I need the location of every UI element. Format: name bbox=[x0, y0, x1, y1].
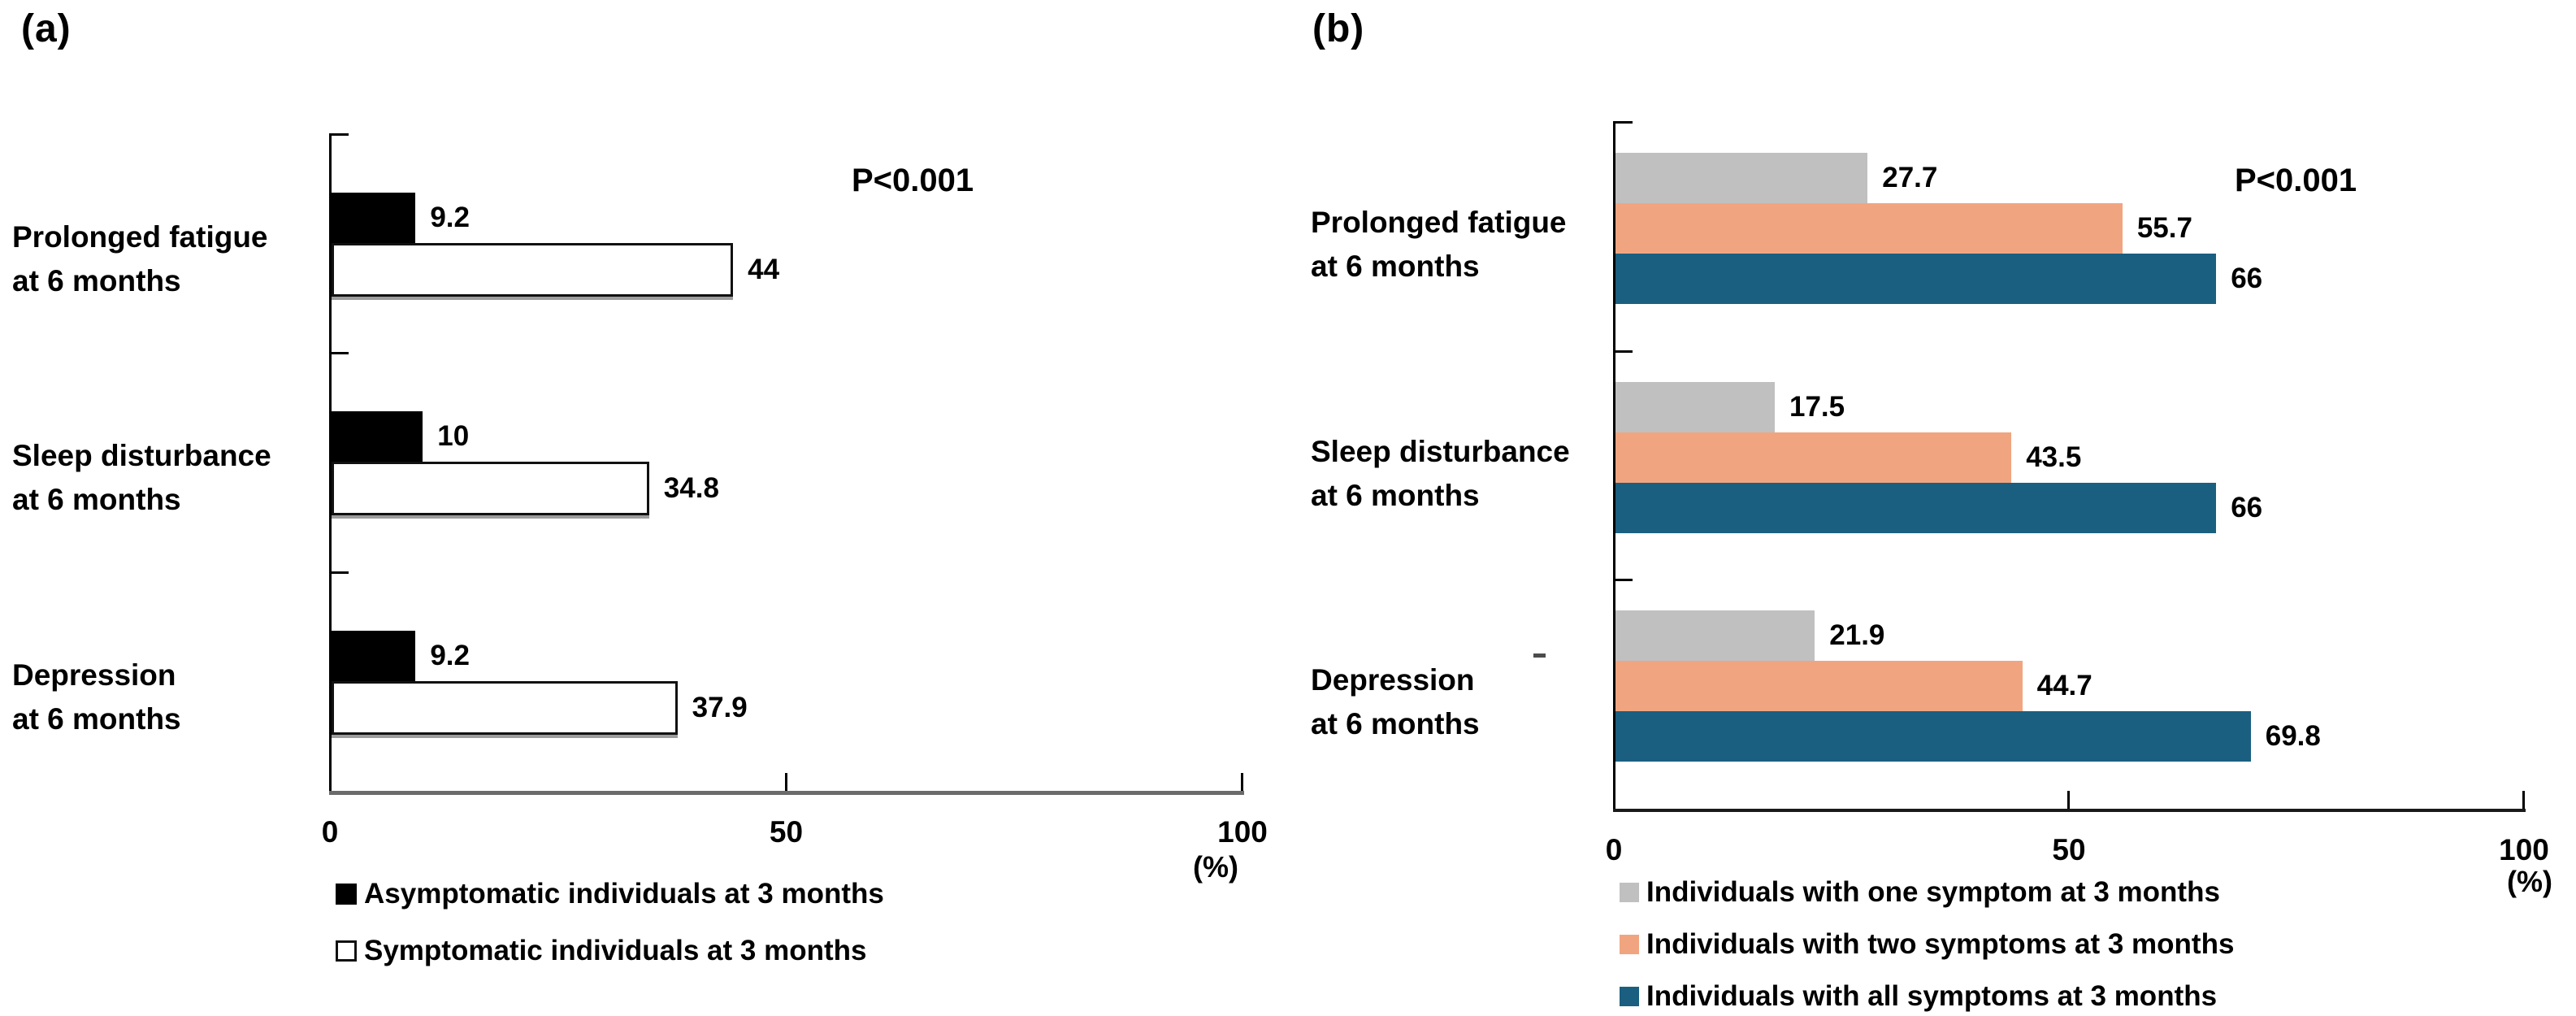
category-label: Depression bbox=[1311, 663, 1475, 697]
bar-44.7 bbox=[1615, 661, 2023, 712]
x-tick-label: 50 bbox=[769, 815, 804, 849]
bar-value-label: 9.2 bbox=[430, 639, 470, 671]
bar-value-label: 44 bbox=[748, 254, 780, 285]
category-label: Prolonged fatigue bbox=[1311, 206, 1567, 239]
legend-item: Individuals with one symptom at 3 months bbox=[1620, 876, 2220, 909]
bar-value-label: 69.8 bbox=[2265, 720, 2321, 753]
bar-value-label: 27.7 bbox=[1882, 162, 1938, 193]
panel-b-legend: Individuals with one symptom at 3 months… bbox=[1288, 0, 2576, 1016]
category-axis-tick bbox=[1613, 121, 1633, 124]
bar-66 bbox=[1615, 254, 2217, 304]
x-tick-label: 100 bbox=[2499, 833, 2549, 866]
panel-b-tag: (b) bbox=[1312, 7, 1365, 50]
bar-9.2 bbox=[332, 630, 416, 681]
bar-10 bbox=[332, 411, 423, 462]
category-label: Prolonged fatigue bbox=[12, 220, 268, 254]
x-tick-label: 50 bbox=[2052, 833, 2086, 866]
x-tick-label: 100 bbox=[1217, 815, 1268, 849]
bar-17.5 bbox=[1615, 381, 1775, 432]
bar-43.5 bbox=[1615, 432, 2012, 483]
category-label: at 6 months bbox=[1311, 250, 1480, 283]
category-label: Sleep disturbance bbox=[1311, 434, 1570, 468]
bar-value-label: 37.9 bbox=[692, 691, 748, 723]
bar-37.9 bbox=[332, 680, 678, 735]
legend-marker bbox=[1620, 987, 1639, 1006]
legend-marker bbox=[1620, 883, 1639, 902]
legend-marker bbox=[336, 940, 357, 962]
category-label: at 6 months bbox=[12, 483, 181, 517]
value-axis-tick bbox=[2067, 791, 2070, 809]
category-label: at 6 months bbox=[1311, 478, 1480, 512]
bar-value-label: 34.8 bbox=[663, 472, 719, 505]
legend-item: Symptomatic individuals at 3 months bbox=[336, 935, 866, 967]
bar-66 bbox=[1615, 482, 2217, 533]
legend-item: Individuals with all symptoms at 3 month… bbox=[1620, 980, 2217, 1013]
bar-55.7 bbox=[1615, 203, 2123, 254]
panel-a-pvalue: P<0.001 bbox=[852, 163, 974, 198]
category-label: Sleep disturbance bbox=[12, 439, 271, 473]
panel-b-percent-label: (%) bbox=[2507, 865, 2552, 898]
x-tick-label: 0 bbox=[1605, 833, 1623, 866]
panel-a-legend: Asymptomatic individuals at 3 months Symp… bbox=[336, 878, 884, 967]
bar-21.9 bbox=[1615, 610, 1815, 662]
legend-marker bbox=[1620, 935, 1639, 954]
category-axis-tick bbox=[329, 352, 349, 355]
bar-value-label: 17.5 bbox=[1789, 390, 1845, 423]
legend-item: Individuals with two symptoms at 3 month… bbox=[1620, 928, 2234, 961]
category-label: at 6 months bbox=[1311, 707, 1480, 741]
value-axis-tick bbox=[2522, 791, 2525, 809]
legend-label: Asymptomatic individuals at 3 months bbox=[364, 878, 884, 910]
bar-value-label: 43.5 bbox=[2026, 441, 2082, 473]
category-axis-tick bbox=[329, 571, 349, 574]
bar-value-label: 66 bbox=[2231, 491, 2263, 523]
panel-b-pvalue: P<0.001 bbox=[2235, 163, 2357, 198]
bar-value-label: 55.7 bbox=[2136, 212, 2192, 244]
bar-value-label: 9.2 bbox=[430, 202, 470, 233]
value-axis-tick bbox=[784, 773, 787, 791]
category-axis-tick bbox=[1613, 350, 1633, 353]
legend-label: Symptomatic individuals at 3 months bbox=[364, 935, 867, 966]
bar-value-label: 44.7 bbox=[2036, 670, 2092, 702]
x-axis bbox=[1613, 809, 2526, 812]
x-axis bbox=[329, 791, 1244, 795]
x-tick-label: 0 bbox=[321, 815, 339, 849]
y-axis bbox=[1613, 122, 1615, 809]
panel-a: (a) P<0.001 (%) 0 50 100 9.2 44 Prolonged fat… bbox=[12, 7, 1268, 967]
legend-item: Asymptomatic individuals at 3 months bbox=[336, 878, 884, 910]
bar-44 bbox=[332, 243, 734, 297]
panel-a-plot-area: 0 50 100 9.2 44 Prolonged fatigue at 6 months 1… bbox=[12, 133, 1268, 849]
category-label: at 6 months bbox=[12, 264, 181, 297]
bar-9.2 bbox=[332, 193, 416, 243]
bar-69.8 bbox=[1615, 711, 2251, 762]
legend-label: Individuals with one symptom at 3 months bbox=[1646, 876, 2220, 908]
bar-value-label: 21.9 bbox=[1829, 619, 1885, 652]
bar-value-label: 10 bbox=[437, 420, 470, 453]
panel-a-tag: (a) bbox=[21, 7, 72, 50]
legend-marker bbox=[336, 884, 357, 905]
legend-label: Individuals with two symptoms at 3 month… bbox=[1646, 928, 2235, 960]
panel-b-plot-area: 0 50 100 27.7 55.7 66 Prolonged fatigue at 6 mo… bbox=[1288, 0, 2576, 1016]
panel-a-percent-label: (%) bbox=[1193, 850, 1238, 884]
category-label: at 6 months bbox=[12, 701, 181, 736]
y-axis bbox=[329, 134, 332, 791]
category-axis-tick bbox=[329, 133, 349, 136]
category-axis-tick bbox=[1613, 579, 1633, 582]
bar-27.7 bbox=[1615, 153, 1868, 203]
bar-value-label: 66 bbox=[2231, 263, 2263, 294]
category-label: Depression bbox=[12, 658, 176, 692]
value-axis-tick bbox=[1241, 773, 1243, 791]
legend-label: Individuals with all symptoms at 3 month… bbox=[1646, 980, 2218, 1012]
stray-dash-mark bbox=[1533, 653, 1546, 658]
bar-34.8 bbox=[332, 462, 649, 516]
panel-b: (b) P<0.001 (%) 0 50 100 27.7 55.7 66 Prolonge… bbox=[1288, 0, 2576, 1016]
